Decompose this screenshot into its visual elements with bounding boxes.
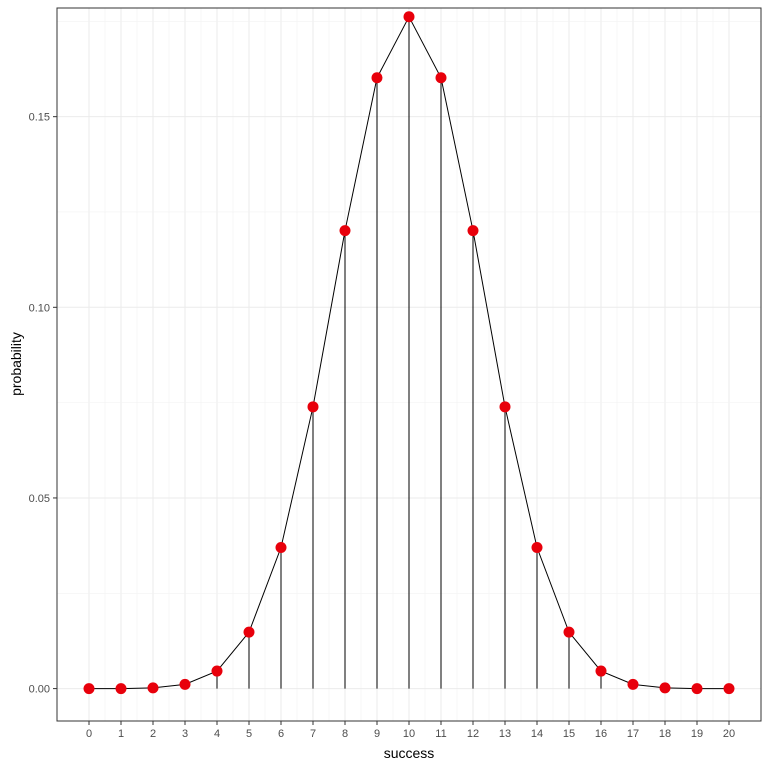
y-tick-label: 0.00 [29,684,50,696]
x-tick-label: 19 [691,728,703,740]
data-point [83,683,95,695]
x-tick-label: 6 [278,728,284,740]
x-tick-label: 13 [499,728,511,740]
data-point [531,542,543,554]
x-axis-title: success [384,745,435,761]
x-tick-label: 20 [723,728,735,740]
y-axis-ticks: 0.00 0.05 0.10 0.15 [29,112,57,696]
data-point [115,683,127,695]
x-tick-label: 4 [214,728,220,740]
data-point [339,225,351,237]
y-axis-title: probability [8,332,24,396]
x-tick-label: 15 [563,728,575,740]
data-point [691,683,703,695]
x-tick-label: 2 [150,728,156,740]
data-point [467,225,479,237]
x-tick-label: 10 [403,728,415,740]
data-point [179,678,191,690]
data-point [147,682,159,694]
x-tick-label: 3 [182,728,188,740]
x-tick-label: 17 [627,728,639,740]
x-tick-label: 12 [467,728,479,740]
x-tick-label: 14 [531,728,543,740]
data-point [595,665,607,677]
data-point [307,401,319,413]
data-point [723,683,735,695]
y-tick-label: 0.05 [29,493,50,505]
data-point [243,626,255,638]
data-point [275,542,287,554]
x-tick-label: 16 [595,728,607,740]
x-tick-label: 5 [246,728,252,740]
data-point [659,682,671,694]
data-point [371,72,383,84]
x-axis-ticks: 0 1 2 3 4 5 6 7 8 9 10 11 12 13 14 15 16 17 18 19 20 [86,721,735,740]
y-tick-label: 0.10 [29,302,50,314]
x-tick-label: 7 [310,728,316,740]
data-point [435,72,447,84]
x-tick-label: 0 [86,728,92,740]
x-tick-label: 18 [659,728,671,740]
x-tick-label: 9 [374,728,380,740]
data-point [563,626,575,638]
drop-lines [152,16,666,689]
data-point [627,678,639,690]
y-tick-label: 0.15 [29,112,50,124]
x-tick-label: 1 [118,728,124,740]
x-tick-label: 11 [435,728,446,740]
data-point [403,11,415,23]
x-tick-label: 8 [342,728,348,740]
data-point [211,665,223,677]
data-points [83,11,735,695]
data-point [499,401,511,413]
